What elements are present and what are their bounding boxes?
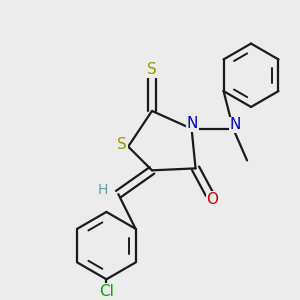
Text: S: S — [147, 62, 157, 77]
Text: N: N — [230, 117, 241, 132]
Text: O: O — [206, 192, 218, 207]
Text: S: S — [117, 137, 127, 152]
Text: H: H — [97, 183, 108, 197]
Text: Cl: Cl — [99, 284, 114, 299]
Text: N: N — [187, 116, 198, 131]
